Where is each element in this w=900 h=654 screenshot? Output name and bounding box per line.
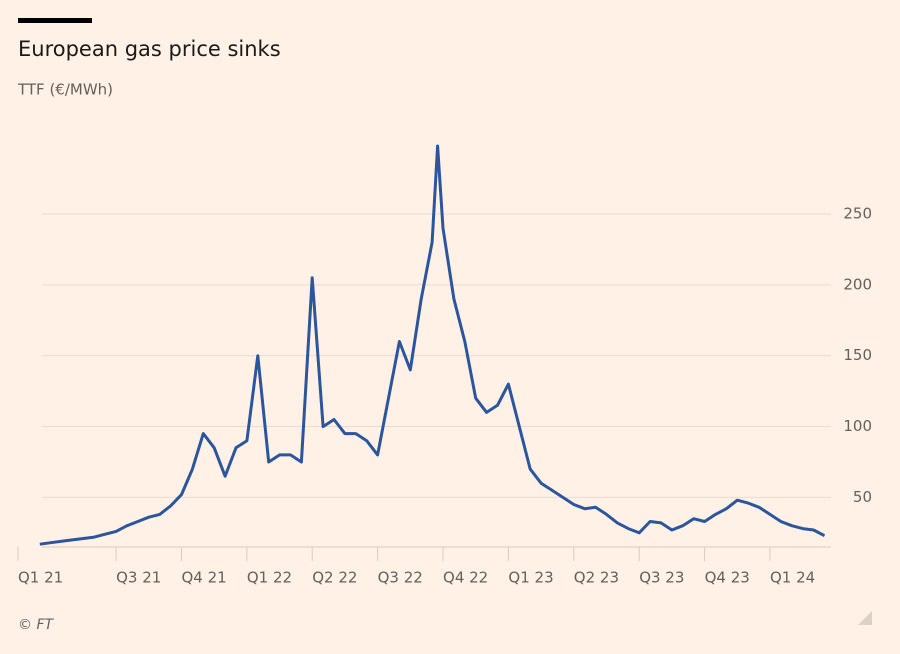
x-tick-label: Q4 21 bbox=[181, 569, 226, 587]
source: © FT bbox=[18, 617, 55, 633]
y-tick-label: 50 bbox=[853, 488, 872, 506]
x-tick-label: Q4 23 bbox=[705, 569, 750, 587]
x-tick-label: Q3 23 bbox=[639, 569, 684, 587]
x-tick-label: Q3 22 bbox=[378, 569, 423, 587]
price-line bbox=[39, 144, 826, 546]
x-tick-label: Q1 22 bbox=[247, 569, 292, 587]
chart-subtitle: TTF (€/MWh) bbox=[17, 81, 113, 99]
x-tick-label: Q1 21 bbox=[18, 569, 63, 587]
x-tick-label: Q4 22 bbox=[443, 569, 488, 587]
y-tick-label: 200 bbox=[843, 275, 872, 293]
x-tick-label: Q1 23 bbox=[508, 569, 553, 587]
y-tick-label: 250 bbox=[843, 205, 872, 223]
x-tick-label: Q3 21 bbox=[116, 569, 161, 587]
y-tick-label: 100 bbox=[843, 417, 872, 435]
title-bar bbox=[18, 18, 92, 23]
y-tick-label: 150 bbox=[843, 346, 872, 364]
chart-title: European gas price sinks bbox=[18, 37, 281, 61]
resize-icon bbox=[858, 611, 872, 625]
x-tick-label: Q1 24 bbox=[770, 569, 815, 587]
x-tick-label: Q2 22 bbox=[312, 569, 357, 587]
x-tick-label: Q2 23 bbox=[574, 569, 619, 587]
